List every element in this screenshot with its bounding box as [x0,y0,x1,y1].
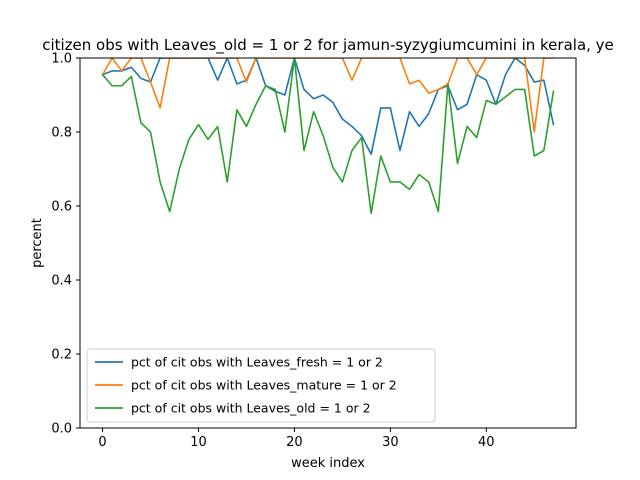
legend-label-1: pct of cit obs with Leaves_fresh = 1 or … [131,355,383,370]
plot-frame [79,57,577,429]
series-line-3 [101,58,555,215]
y-tick-label: 1.0 [51,52,72,67]
chart-title: citizen obs with Leaves_old = 1 or 2 for… [42,36,614,55]
legend-label-2: pct of cit obs with Leaves_mature = 1 or… [131,378,397,393]
legend-box [86,348,436,423]
series-line-1 [101,58,555,155]
x-tick-label: 20 [286,435,303,450]
y-tick-label: 0.6 [51,200,72,215]
series-line-2 [101,58,555,133]
x-axis: 0 10 20 30 40 [98,428,495,450]
y-tick-label: 0.0 [51,422,72,437]
series-layer [101,58,555,215]
x-axis-label: week index [291,456,365,471]
legend-label-3: pct of cit obs with Leaves_old = 1 or 2 [131,401,371,416]
x-tick-label: 40 [478,435,495,450]
y-tick-label: 0.8 [51,126,72,141]
y-tick-label: 0.2 [51,348,72,363]
legend: pct of cit obs with Leaves_fresh = 1 or … [86,348,436,423]
y-axis-label: percent [30,218,45,268]
x-tick-label: 30 [382,435,399,450]
y-tick-label: 0.4 [51,274,72,289]
x-tick-label: 10 [190,435,207,450]
x-tick-label: 0 [98,435,106,450]
y-axis: 0.0 0.2 0.4 0.6 0.8 1.0 [51,52,80,437]
